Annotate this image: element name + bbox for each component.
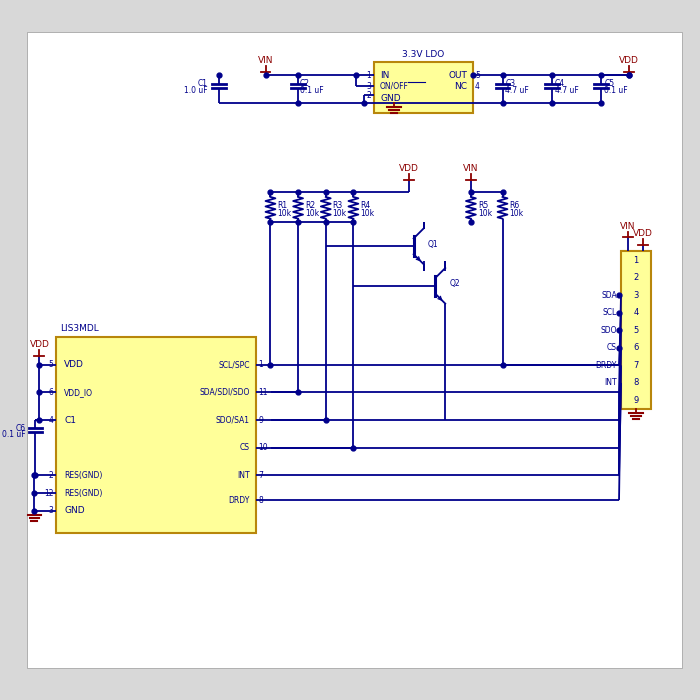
Text: Q2: Q2 (449, 279, 460, 288)
Text: R6: R6 (510, 202, 519, 210)
Text: INT: INT (604, 379, 617, 387)
Text: 10: 10 (258, 443, 268, 452)
Text: 5: 5 (475, 71, 480, 80)
Text: 4: 4 (634, 308, 638, 317)
Text: SDA: SDA (601, 290, 617, 300)
Text: VDD: VDD (29, 340, 49, 349)
Text: 0.1 uF: 0.1 uF (300, 86, 323, 94)
Text: SDO/SA1: SDO/SA1 (216, 416, 250, 425)
Text: Q1: Q1 (428, 240, 438, 248)
Text: C1: C1 (197, 79, 207, 88)
Text: R5: R5 (478, 202, 488, 210)
Text: C6: C6 (15, 424, 26, 433)
Text: 5: 5 (634, 326, 638, 335)
Text: LIS3MDL: LIS3MDL (60, 324, 99, 333)
Text: 1: 1 (366, 71, 371, 80)
Text: IN: IN (380, 71, 389, 80)
Text: RES(GND): RES(GND) (64, 489, 102, 498)
Bar (621, 251, 650, 410)
Text: 10k: 10k (277, 209, 291, 218)
Text: 3.3V LDO: 3.3V LDO (402, 50, 444, 59)
Text: 1.0 uF: 1.0 uF (183, 86, 207, 94)
Text: 1: 1 (634, 256, 638, 265)
Text: 11: 11 (258, 388, 268, 397)
Text: 4: 4 (475, 82, 480, 91)
Text: R4: R4 (360, 202, 370, 210)
Text: 8: 8 (258, 496, 263, 505)
Text: 4.7 uF: 4.7 uF (555, 86, 579, 94)
Text: 10k: 10k (360, 209, 374, 218)
Text: 0.1 uF: 0.1 uF (2, 430, 26, 440)
Text: 5: 5 (48, 360, 53, 370)
Bar (56, 337, 255, 533)
Text: C1: C1 (64, 416, 76, 425)
Text: 4: 4 (48, 416, 53, 425)
Text: GND: GND (380, 94, 400, 103)
Text: R3: R3 (332, 202, 343, 210)
Text: 0.1 uF: 0.1 uF (604, 86, 628, 94)
Text: VIN: VIN (620, 221, 636, 230)
Text: 10k: 10k (332, 209, 346, 218)
Text: NC: NC (454, 82, 467, 91)
Text: SCL: SCL (603, 308, 617, 317)
Text: 1: 1 (258, 360, 263, 370)
Text: VDD: VDD (64, 360, 84, 370)
Text: 3: 3 (633, 290, 638, 300)
Text: C5: C5 (604, 79, 615, 88)
Text: GND: GND (64, 507, 85, 515)
Text: 10k: 10k (478, 209, 492, 218)
Text: OUT: OUT (448, 71, 467, 80)
Text: 8: 8 (633, 379, 638, 387)
Text: 2: 2 (48, 471, 53, 480)
Text: SDO: SDO (601, 326, 617, 335)
Text: INT: INT (237, 471, 250, 480)
Text: C2: C2 (300, 79, 310, 88)
Text: 9: 9 (634, 396, 638, 405)
Text: CS: CS (239, 443, 250, 452)
Text: VDD: VDD (619, 55, 639, 64)
Text: R1: R1 (277, 202, 288, 210)
Text: 7: 7 (633, 361, 638, 370)
Text: ON/OFF: ON/OFF (380, 82, 409, 91)
Text: 7: 7 (258, 471, 263, 480)
Text: VIN: VIN (463, 164, 479, 173)
Text: SDA/SDI/SDO: SDA/SDI/SDO (199, 388, 250, 397)
Text: 3: 3 (366, 82, 371, 91)
Text: C3: C3 (505, 79, 516, 88)
Bar (374, 62, 473, 113)
Text: 10k: 10k (510, 209, 524, 218)
Text: 6: 6 (48, 388, 53, 397)
Text: 2: 2 (634, 273, 638, 282)
Text: SCL/SPC: SCL/SPC (218, 360, 250, 370)
Text: DRDY: DRDY (596, 361, 617, 370)
Text: 4.7 uF: 4.7 uF (505, 86, 529, 94)
Text: 9: 9 (258, 416, 263, 425)
Text: 2: 2 (366, 91, 371, 99)
Text: DRDY: DRDY (228, 496, 250, 505)
Text: VIN: VIN (258, 55, 273, 64)
Text: 6: 6 (633, 343, 638, 352)
Text: CS: CS (607, 343, 617, 352)
Text: VDD_IO: VDD_IO (64, 388, 93, 397)
Text: RES(GND): RES(GND) (64, 471, 102, 480)
Text: VDD: VDD (633, 230, 652, 239)
Text: R2: R2 (305, 202, 315, 210)
Text: 12: 12 (43, 489, 53, 498)
Text: C4: C4 (555, 79, 565, 88)
Text: 10k: 10k (305, 209, 319, 218)
Text: VDD: VDD (399, 164, 419, 173)
Text: 3: 3 (48, 507, 53, 515)
